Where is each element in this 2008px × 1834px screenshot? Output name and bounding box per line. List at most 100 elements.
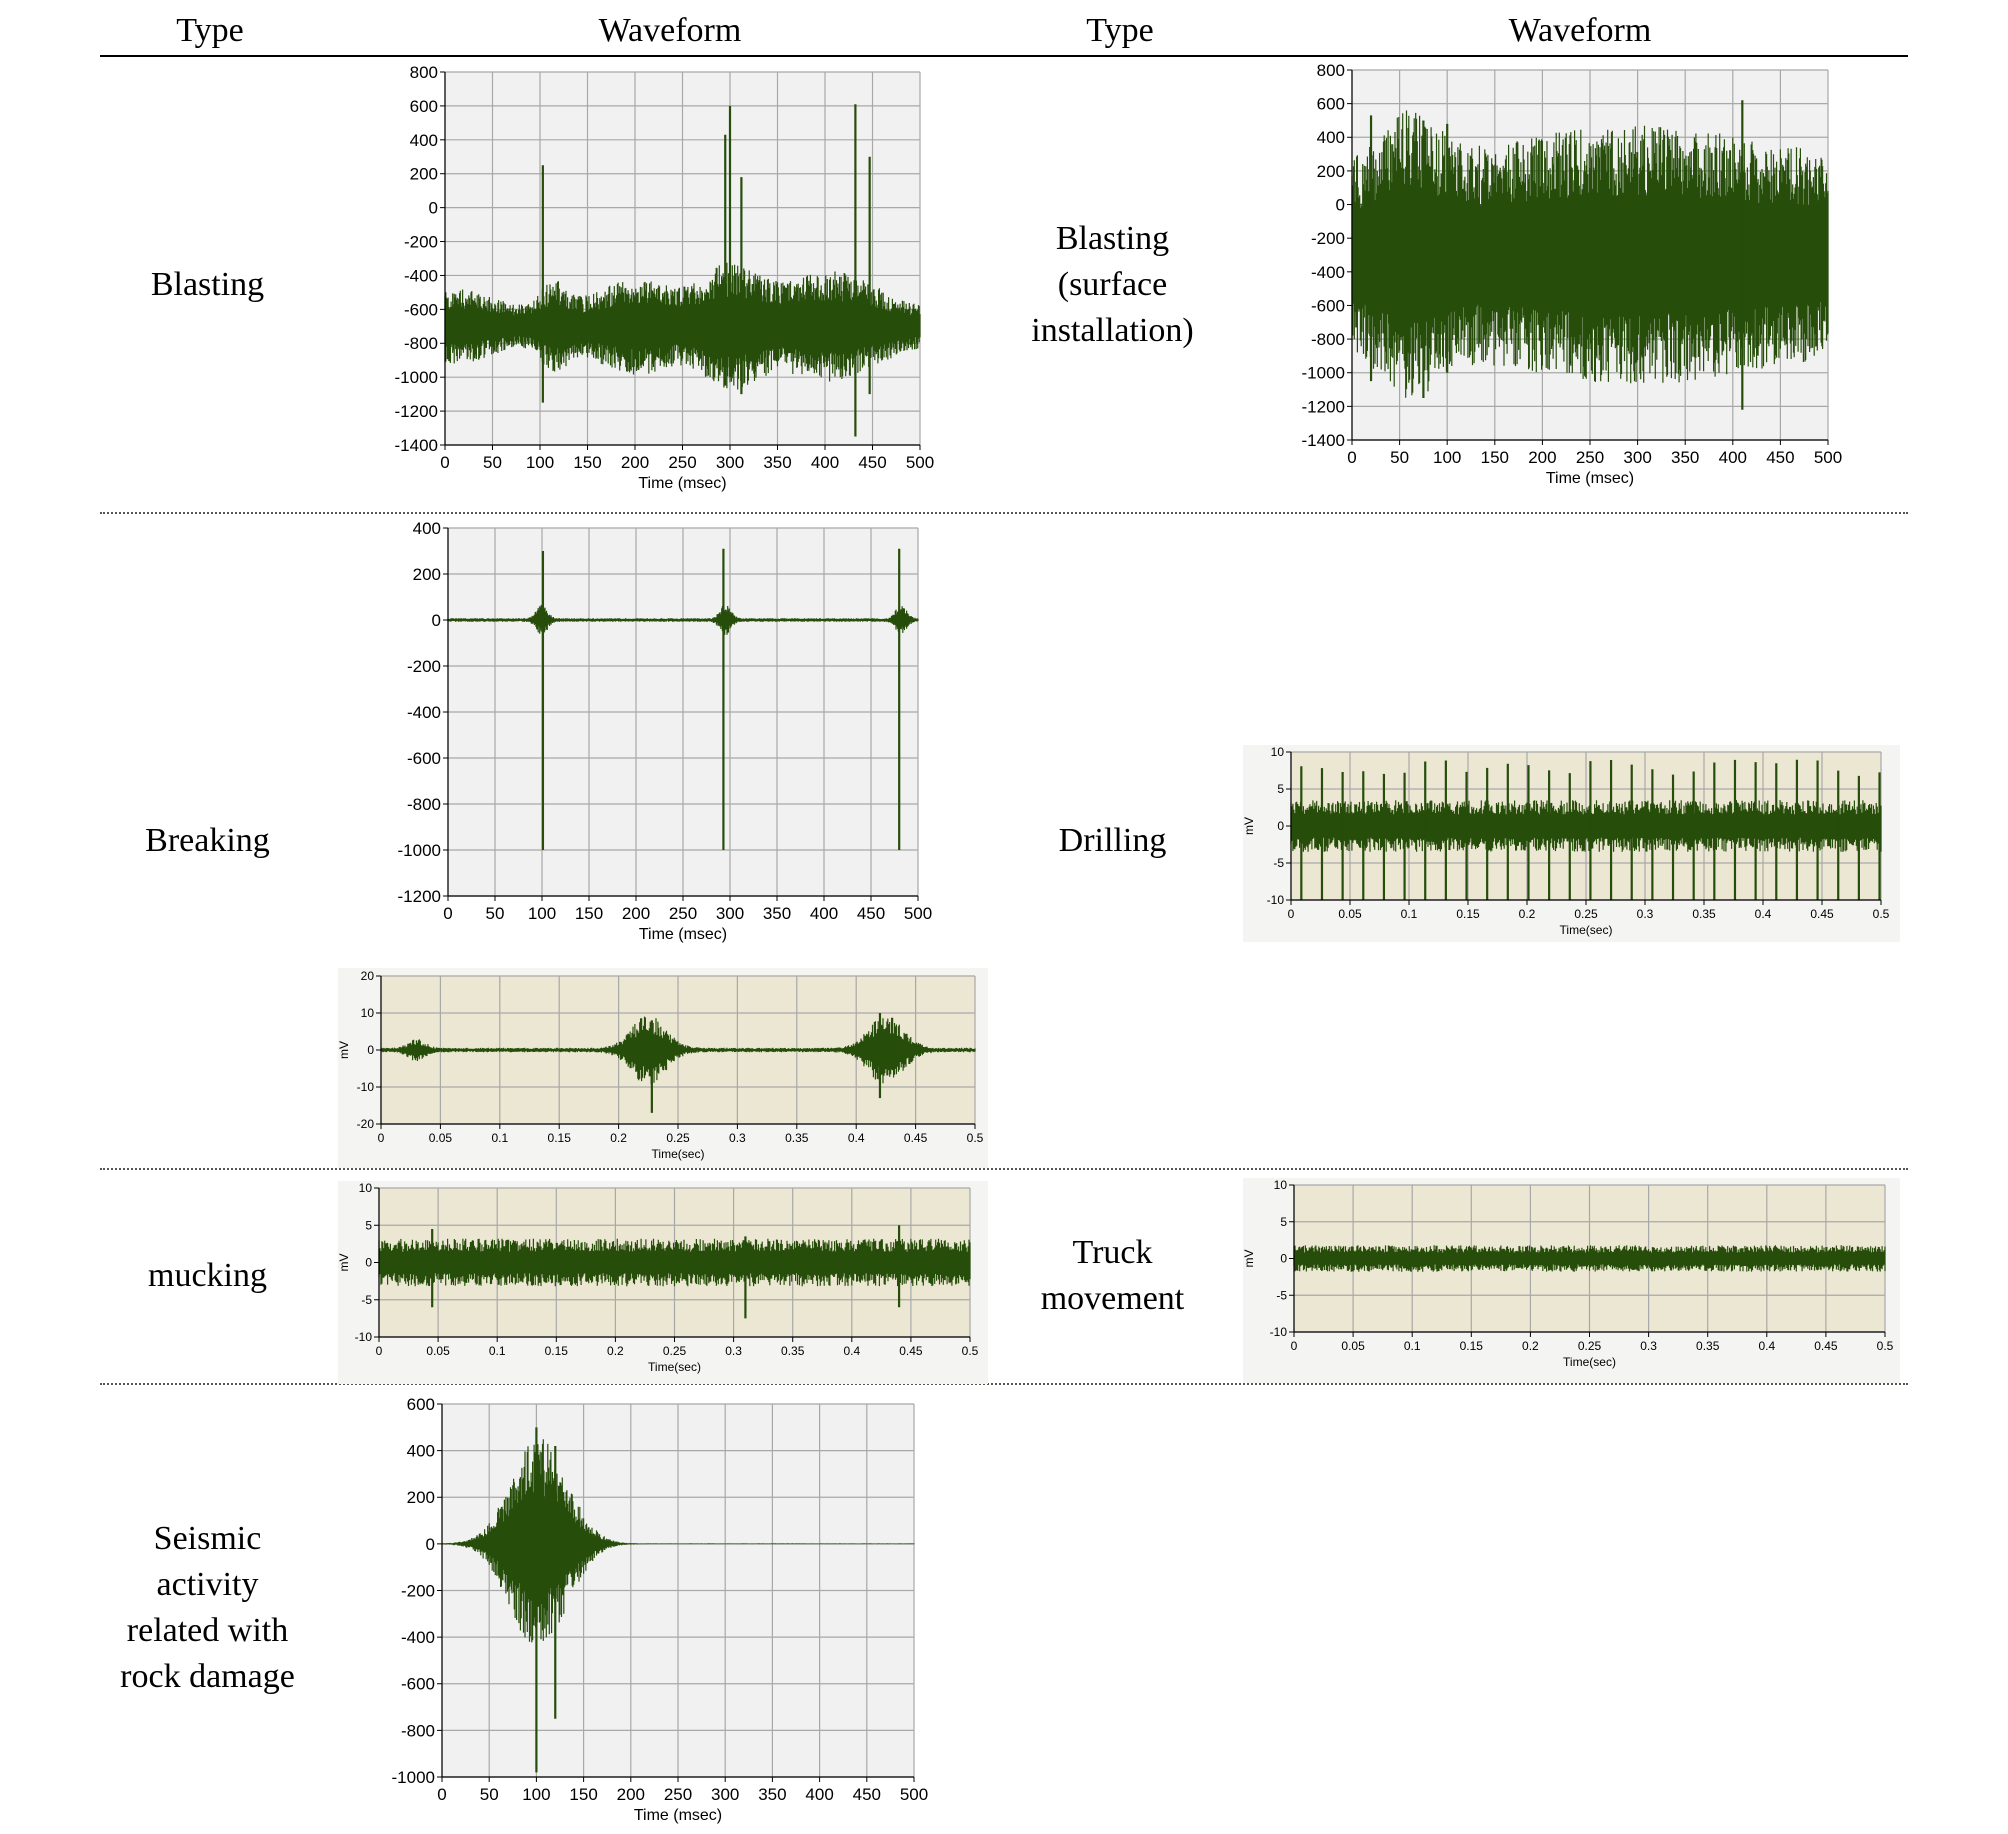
type-label-truck-movement: Truck movement	[1040, 1234, 1185, 1317]
x-tick-label: 300	[711, 1785, 739, 1804]
y-tick-label: 0	[426, 1535, 435, 1554]
y-tick-label: -1000	[395, 368, 438, 387]
x-tick-label: 200	[617, 1785, 645, 1804]
y-tick-label: -1200	[395, 402, 438, 421]
y-axis-label: mV	[338, 1254, 351, 1272]
x-tick-label: 0	[1291, 1339, 1298, 1353]
x-tick-label: 500	[1814, 448, 1842, 467]
x-tick-label: 250	[1576, 448, 1604, 467]
y-tick-label: 0	[432, 611, 441, 630]
y-tick-label: 0	[1280, 1252, 1287, 1266]
y-tick-label: 200	[407, 1488, 435, 1507]
blasting_surface-svg: 800 600 400 200 0 -200 -400 -600 -800 -1000 -1200 -…	[1302, 62, 1843, 487]
header-type-left: Type	[176, 12, 244, 49]
x-tick-label: 300	[716, 904, 744, 923]
x-tick-label: 350	[763, 904, 791, 923]
x-tick-label: 500	[900, 1785, 928, 1804]
x-tick-label: 100	[1433, 448, 1461, 467]
x-tick-label: 0.35	[781, 1344, 805, 1358]
x-tick-label: 200	[622, 904, 650, 923]
x-axis-label: Time(sec)	[652, 1147, 705, 1161]
x-tick-label: 100	[528, 904, 556, 923]
waveform-chart-mucking: 10 5 0 -5 -10 0 0.05 0.1 0.15 0.2 0.25 0.3 0.35 0.4 0.…	[338, 1181, 988, 1384]
x-tick-label: 50	[486, 904, 505, 923]
x-tick-label: 0.25	[1574, 907, 1598, 921]
x-tick-label: 150	[1481, 448, 1509, 467]
x-tick-label: 250	[668, 453, 696, 472]
x-tick-label: 350	[763, 453, 791, 472]
x-tick-label: 0	[376, 1344, 383, 1358]
x-tick-label: 200	[621, 453, 649, 472]
header-waveform-right: Waveform	[1508, 12, 1652, 49]
x-tick-label: 0.3	[1637, 907, 1654, 921]
y-tick-label: 200	[1317, 162, 1345, 181]
x-tick-label: 450	[1766, 448, 1794, 467]
y-tick-label: -1000	[398, 841, 441, 860]
y-tick-label: 800	[410, 65, 438, 82]
y-tick-label: -1000	[392, 1768, 435, 1787]
y-tick-label: 600	[1317, 95, 1345, 114]
x-tick-label: 0.15	[1460, 1339, 1484, 1353]
x-tick-label: 150	[573, 453, 601, 472]
y-tick-label: -600	[407, 749, 441, 768]
x-tick-label: 0.45	[1810, 907, 1834, 921]
header-rule	[100, 55, 1908, 57]
x-tick-label: 0.25	[663, 1344, 687, 1358]
x-tick-label: 0.15	[545, 1344, 569, 1358]
y-tick-label: 200	[410, 165, 438, 184]
x-tick-label: 0.4	[1758, 1339, 1775, 1353]
y-tick-label: 10	[361, 1006, 375, 1020]
waveform-chart-blasting-surface: 800 600 400 200 0 -200 -400 -600 -800 -1000 -1200 -…	[1290, 62, 1850, 502]
x-tick-label: 0.2	[610, 1131, 627, 1145]
y-axis-label: mV	[338, 1041, 351, 1059]
x-tick-label: 150	[575, 904, 603, 923]
y-tick-label: -600	[1311, 296, 1345, 315]
x-tick-label: 300	[716, 453, 744, 472]
y-tick-label: -400	[404, 266, 438, 285]
x-tick-label: 0.4	[848, 1131, 865, 1145]
blasting-svg: 800 600 400 200 0 -200 -400 -600 -800 -1000 -1200 -…	[395, 65, 935, 492]
y-tick-label: -200	[407, 657, 441, 676]
x-tick-label: 450	[857, 904, 885, 923]
y-tick-label: 0	[367, 1043, 374, 1057]
x-tick-label: 0.2	[607, 1344, 624, 1358]
x-axis-label: Time(sec)	[1563, 1355, 1616, 1369]
x-tick-label: 450	[858, 453, 886, 472]
type-label-seismic-activity: Seismic activity related with rock damag…	[120, 1520, 295, 1695]
y-tick-label: -400	[401, 1628, 435, 1647]
y-tick-label: 0	[1336, 195, 1345, 214]
y-tick-label: -800	[407, 795, 441, 814]
x-tick-label: 0	[440, 453, 449, 472]
x-tick-label: 0.3	[729, 1131, 746, 1145]
x-tick-label: 0	[1347, 448, 1356, 467]
y-tick-label: -10	[1267, 893, 1285, 907]
y-tick-label: 400	[407, 1442, 435, 1461]
x-tick-label: 0	[443, 904, 452, 923]
y-tick-label: 5	[365, 1218, 372, 1232]
x-tick-label: 0.2	[1519, 907, 1536, 921]
x-tick-label: 350	[758, 1785, 786, 1804]
x-tick-label: 350	[1671, 448, 1699, 467]
type-label-mucking: mucking	[148, 1257, 267, 1294]
x-tick-label: 0.3	[1640, 1339, 1657, 1353]
x-tick-label: 50	[480, 1785, 499, 1804]
y-tick-label: -400	[1311, 263, 1345, 282]
y-axis-label: mV	[1243, 817, 1256, 835]
y-axis-label: mV	[1243, 1250, 1256, 1268]
x-tick-label: 500	[906, 453, 934, 472]
x-tick-label: 200	[1528, 448, 1556, 467]
x-tick-label: 400	[805, 1785, 833, 1804]
waveform-chart-drilling: 10 5 0 -5 -10 0 0.05 0.1 0.15 0.2 0.25 0.3 0.35 0.4 0.…	[1243, 745, 1900, 942]
y-tick-label: 600	[407, 1395, 435, 1414]
x-tick-label: 0.45	[904, 1131, 928, 1145]
y-tick-label: -10	[357, 1080, 375, 1094]
header-type-right: Type	[1086, 12, 1154, 49]
x-tick-label: 0.1	[489, 1344, 506, 1358]
y-tick-label: 0	[1277, 819, 1284, 833]
y-tick-label: -1400	[1302, 431, 1345, 450]
y-tick-label: -10	[1270, 1325, 1288, 1339]
